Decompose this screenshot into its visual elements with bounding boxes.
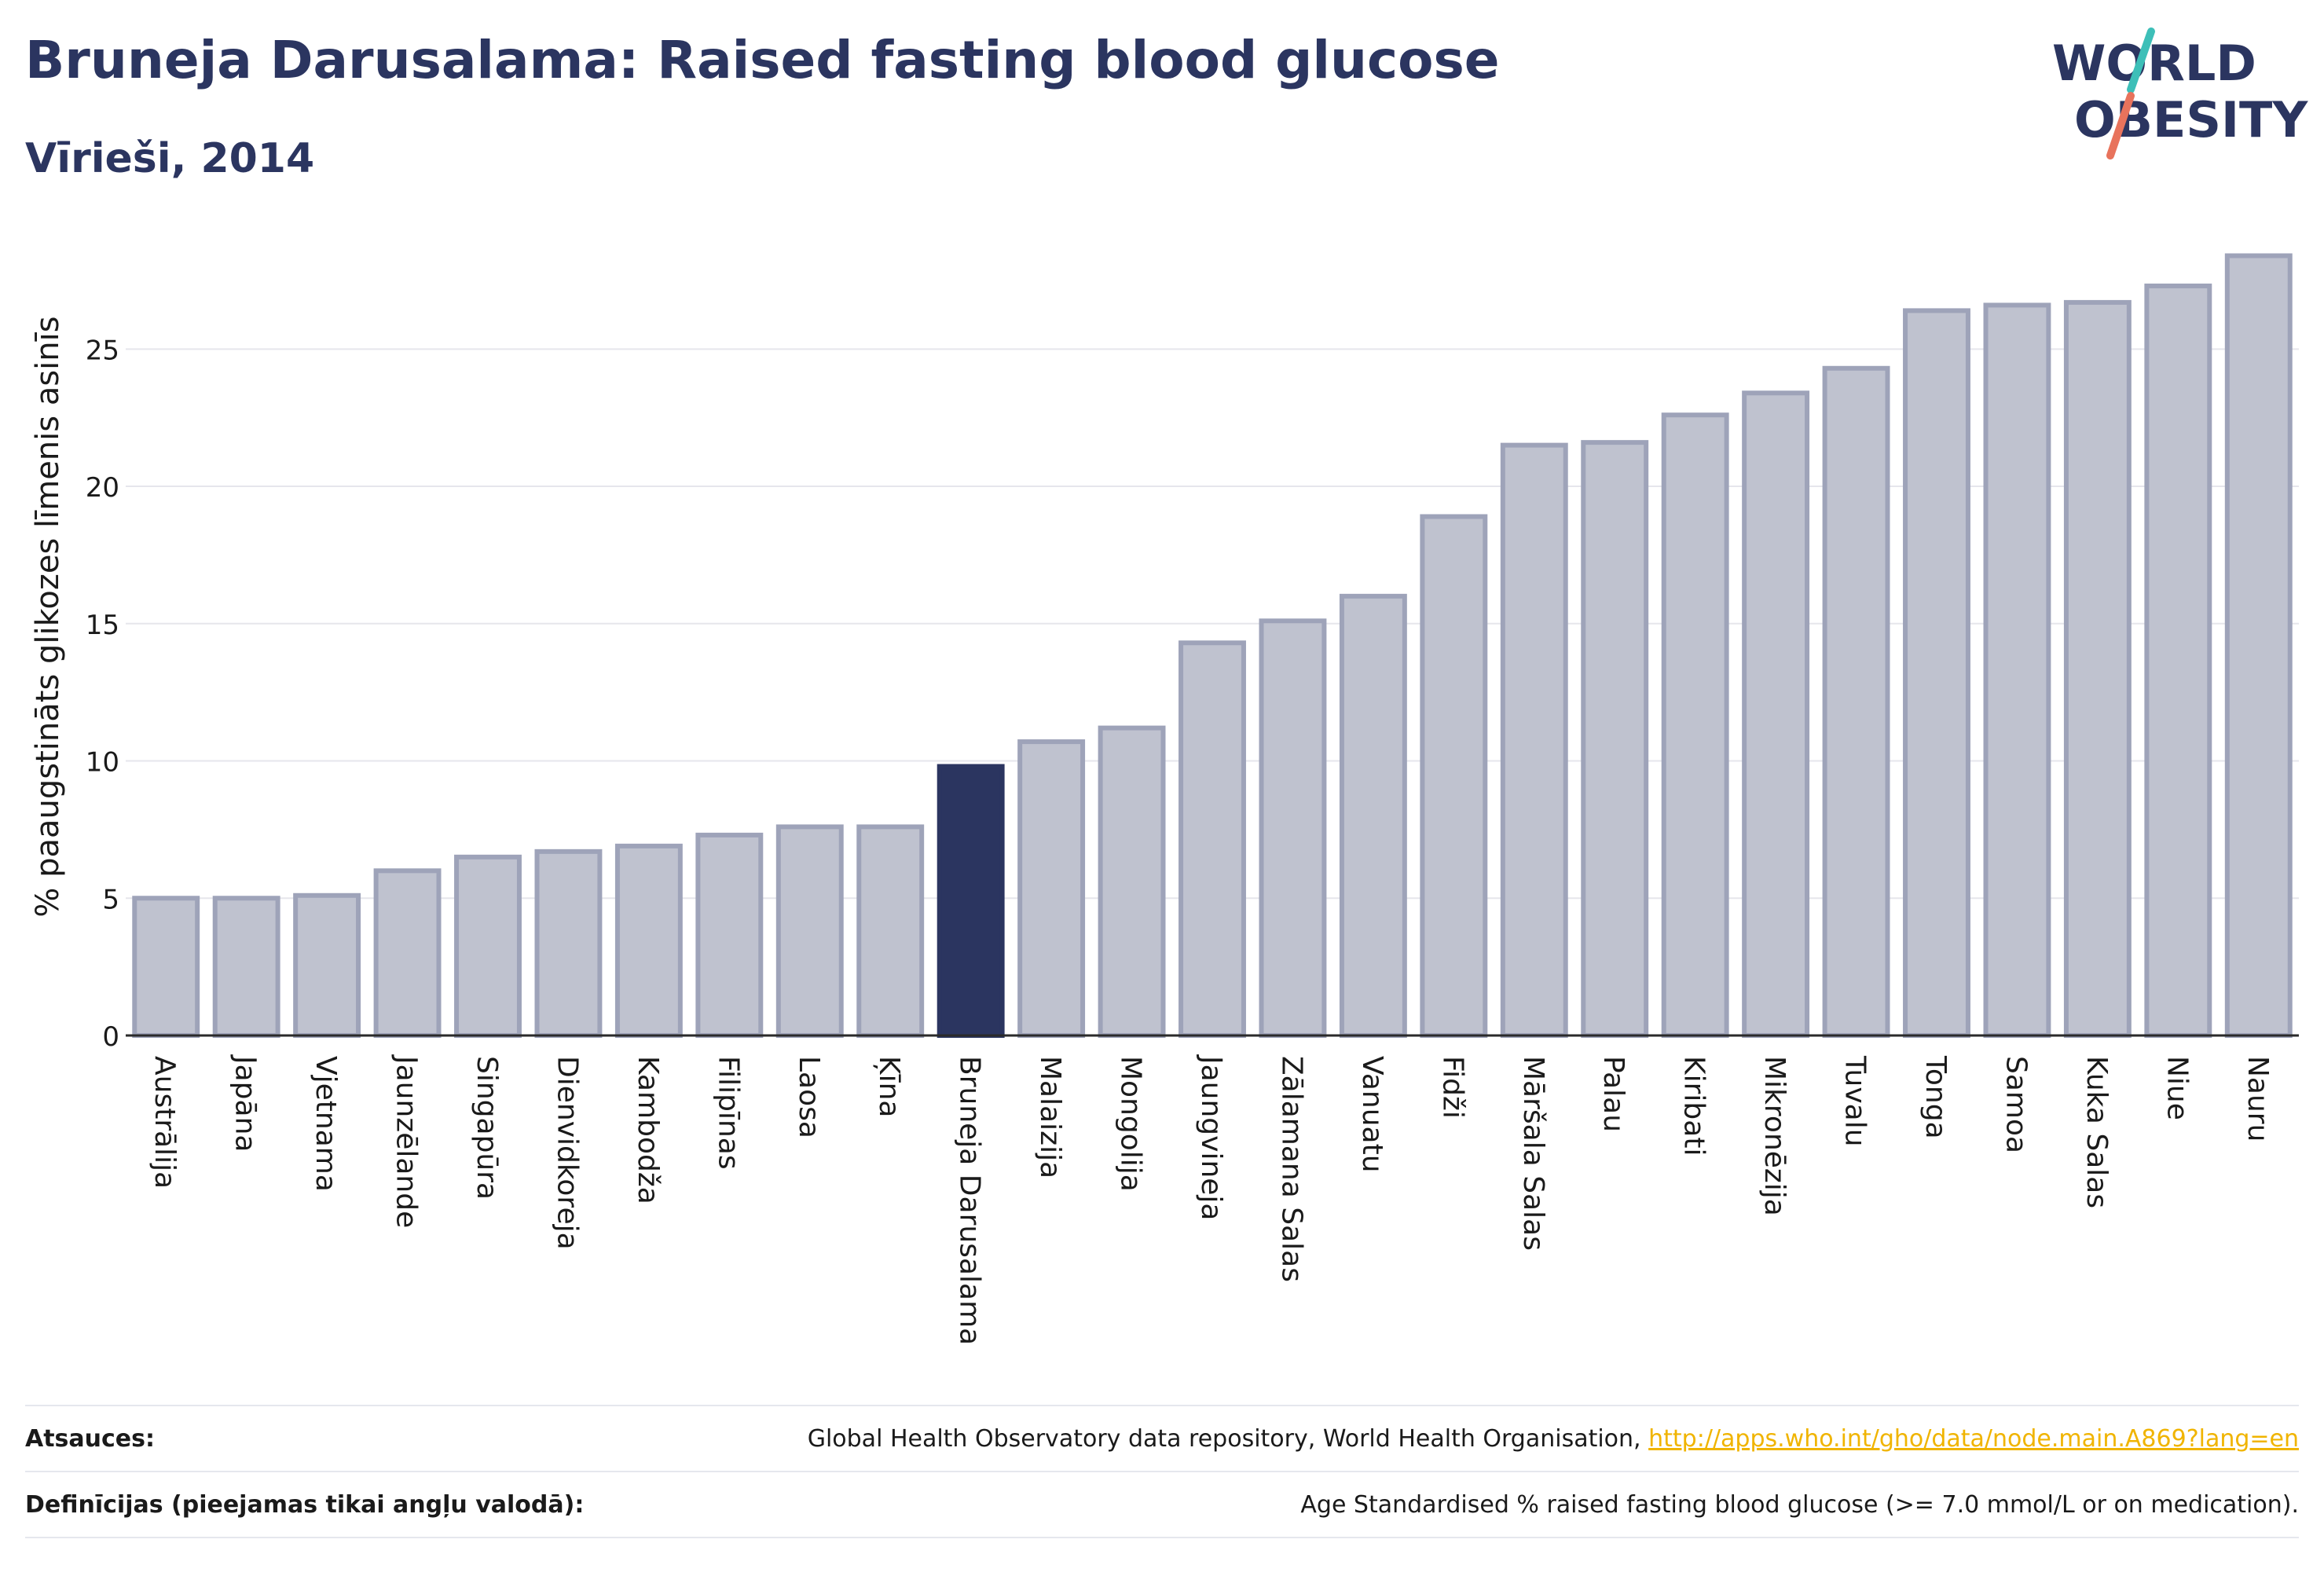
bar-jaunzēlande[interactable] <box>373 868 442 1038</box>
bar-singapūra[interactable] <box>454 854 522 1039</box>
x-tick-label: Kiribati <box>1678 1056 1710 1156</box>
sources-label: Atsauces: <box>25 1424 155 1453</box>
sources-link[interactable]: http://apps.who.int/gho/data/node.main.A… <box>1648 1424 2299 1453</box>
bar-kambodža[interactable] <box>614 843 683 1038</box>
footer-row-sources: Atsauces: Global Health Observatory data… <box>25 1405 2299 1471</box>
x-tick-label: Māršala Salas <box>1517 1056 1549 1251</box>
bar-vanuatu[interactable] <box>1339 593 1407 1038</box>
y-axis-label: % paaugstināts glikozes līmenis asinīs <box>30 316 66 917</box>
x-tick-label: Filipīnas <box>712 1056 744 1170</box>
bar-niue[interactable] <box>2144 283 2212 1038</box>
bar-tonga[interactable] <box>1903 308 1970 1038</box>
bar-japāna[interactable] <box>212 896 280 1039</box>
footer-table: Atsauces: Global Health Observatory data… <box>25 1405 2299 1538</box>
bar-kiribati[interactable] <box>1661 412 1729 1038</box>
logo-slash-coral <box>2106 92 2135 159</box>
bar-chart: 0 5 10 15 20 25 Austrālija Japāna Vjetnama Jaunz… <box>30 253 2299 1345</box>
logo-text-world: WORLD <box>2052 35 2256 92</box>
bar-māršala-salas[interactable] <box>1500 442 1568 1038</box>
y-tick-label: 10 <box>86 747 119 779</box>
x-tick-label: Singapūra <box>471 1056 503 1200</box>
sources-text: Global Health Observatory data repositor… <box>807 1424 1641 1453</box>
bar-bruneja-darusalama[interactable] <box>937 764 1005 1039</box>
bar-austrālija[interactable] <box>132 896 200 1039</box>
x-tick-label: Ķīna <box>873 1056 905 1118</box>
logo-slash-teal <box>2127 27 2155 93</box>
chart-title: Bruneja Darusalama: Raised fasting blood… <box>25 30 1500 90</box>
x-tick-label: Zālamana Salas <box>1275 1056 1307 1282</box>
x-tick-label: Tonga <box>1919 1055 1952 1139</box>
bar-fidži[interactable] <box>1420 514 1488 1038</box>
y-tick-label: 0 <box>102 1021 119 1053</box>
bar-samoa[interactable] <box>1983 302 2051 1038</box>
x-tick-label: Kambodža <box>632 1056 664 1204</box>
bar-malaizija[interactable] <box>1017 739 1086 1038</box>
bar-dienvidkoreja[interactable] <box>534 848 603 1039</box>
bar-nauru[interactable] <box>2224 253 2293 1038</box>
x-tick-label: Austrālija <box>148 1056 181 1189</box>
x-tick-label: Jaungvineja <box>1195 1054 1227 1221</box>
bar-ķīna[interactable] <box>856 824 925 1039</box>
bar-zālamana-salas[interactable] <box>1259 618 1327 1038</box>
y-tick-label: 5 <box>102 884 119 915</box>
x-tick-label: Palau <box>1597 1056 1629 1132</box>
chart-subtitle: Vīrieši, 2014 <box>25 135 315 182</box>
x-tick-label: Niue <box>2161 1056 2193 1120</box>
x-tick-label: Mongolija <box>1115 1056 1147 1192</box>
x-tick-label: Tuvalu <box>1839 1055 1871 1147</box>
definitions-value: Age Standardised % raised fasting blood … <box>1300 1490 2299 1519</box>
x-tick-label: Mikronēzija <box>1758 1056 1791 1216</box>
bar-vjetnama[interactable] <box>293 892 361 1039</box>
bar-palau[interactable] <box>1581 440 1649 1038</box>
x-tick-label: Bruneja Darusalama <box>954 1056 986 1345</box>
x-tick-label: Jaunzēlande <box>390 1054 423 1228</box>
x-tick-label: Dienvidkoreja <box>551 1056 583 1250</box>
x-tick-label: Vanuatu <box>1356 1056 1388 1173</box>
bar-jaungvineja[interactable] <box>1178 640 1246 1038</box>
y-tick-label: 15 <box>86 610 119 641</box>
x-tick-label: Laosa <box>793 1056 825 1138</box>
bar-laosa[interactable] <box>775 824 844 1039</box>
y-tick-label: 25 <box>86 335 119 366</box>
y-tick-label: 20 <box>86 472 119 504</box>
bar-filipīnas[interactable] <box>695 832 764 1038</box>
bar-kuka-salas[interactable] <box>2063 299 2132 1038</box>
x-tick-label: Samoa <box>2000 1056 2032 1153</box>
x-axis-tick-labels: Austrālija Japāna Vjetnama Jaunzēlande Singa… <box>148 1054 2274 1345</box>
world-obesity-logo: WORLD OBESITY <box>2052 27 2308 159</box>
bar-tuvalu[interactable] <box>1822 365 1890 1039</box>
x-tick-label: Kuka Salas <box>2080 1056 2113 1208</box>
y-axis-ticks: 0 5 10 15 20 25 <box>86 335 119 1053</box>
bar-mikronēzija[interactable] <box>1742 390 1810 1038</box>
sources-value: Global Health Observatory data repositor… <box>808 1425 2299 1453</box>
x-tick-label: Japāna <box>229 1054 262 1152</box>
x-tick-label: Malaizija <box>1034 1056 1066 1178</box>
footer-row-definitions: Definīcijas (pieejamas tikai angļu valod… <box>25 1471 2299 1538</box>
definitions-label: Definīcijas (pieejamas tikai angļu valod… <box>25 1490 585 1519</box>
x-tick-label: Fidži <box>1436 1056 1468 1119</box>
bars <box>132 253 2293 1039</box>
x-tick-label: Vjetnama <box>310 1056 342 1192</box>
bar-mongolija[interactable] <box>1098 725 1166 1038</box>
x-tick-label: Nauru <box>2242 1056 2274 1142</box>
